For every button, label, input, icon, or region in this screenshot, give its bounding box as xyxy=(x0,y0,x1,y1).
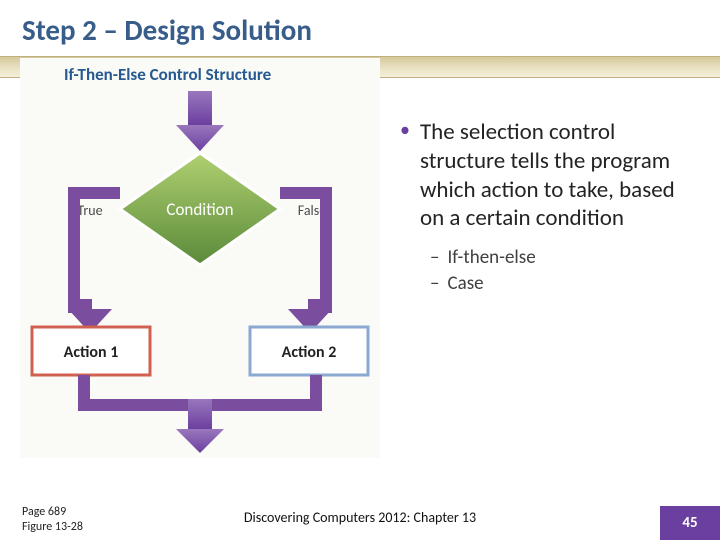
slide-title: Step 2 – Design Solution xyxy=(0,0,720,56)
slide-footer: Page 689 Figure 13-28 Discovering Comput… xyxy=(0,496,720,540)
main-bullet-text: The selection control structure tells th… xyxy=(420,118,700,233)
sub-bullet-0-text: If-then-else xyxy=(447,245,535,271)
action2-label: Action 2 xyxy=(282,343,337,362)
merge-connector-right xyxy=(208,375,322,411)
sub-bullet-0: – If-then-else xyxy=(430,245,700,271)
action1-node: Action 1 xyxy=(32,327,150,375)
merge-connector-left xyxy=(78,375,192,411)
action1-label: Action 1 xyxy=(64,343,119,362)
flowchart-svg: Condition True False Action 1 xyxy=(20,91,380,461)
entry-arrow-icon xyxy=(176,91,224,151)
bullet-mark-icon: • xyxy=(400,118,410,233)
action2-node: Action 2 xyxy=(250,327,368,375)
dash-icon: – xyxy=(430,271,439,297)
sub-bullet-1-text: Case xyxy=(447,271,483,297)
true-label: True xyxy=(77,202,102,219)
condition-node: Condition xyxy=(120,153,280,265)
dash-icon: – xyxy=(430,245,439,271)
content-area: If-Then-Else Control Structure xyxy=(0,58,720,478)
body-text: • The selection control structure tells … xyxy=(400,118,700,296)
sub-bullet-1: – Case xyxy=(430,271,700,297)
footer-source: Discovering Computers 2012: Chapter 13 xyxy=(0,509,720,526)
slide-number-badge: 45 xyxy=(660,506,720,540)
main-bullet: • The selection control structure tells … xyxy=(400,118,700,233)
condition-label: Condition xyxy=(166,199,233,220)
flowchart-diagram: If-Then-Else Control Structure xyxy=(20,58,380,458)
diagram-title: If-Then-Else Control Structure xyxy=(20,58,380,91)
